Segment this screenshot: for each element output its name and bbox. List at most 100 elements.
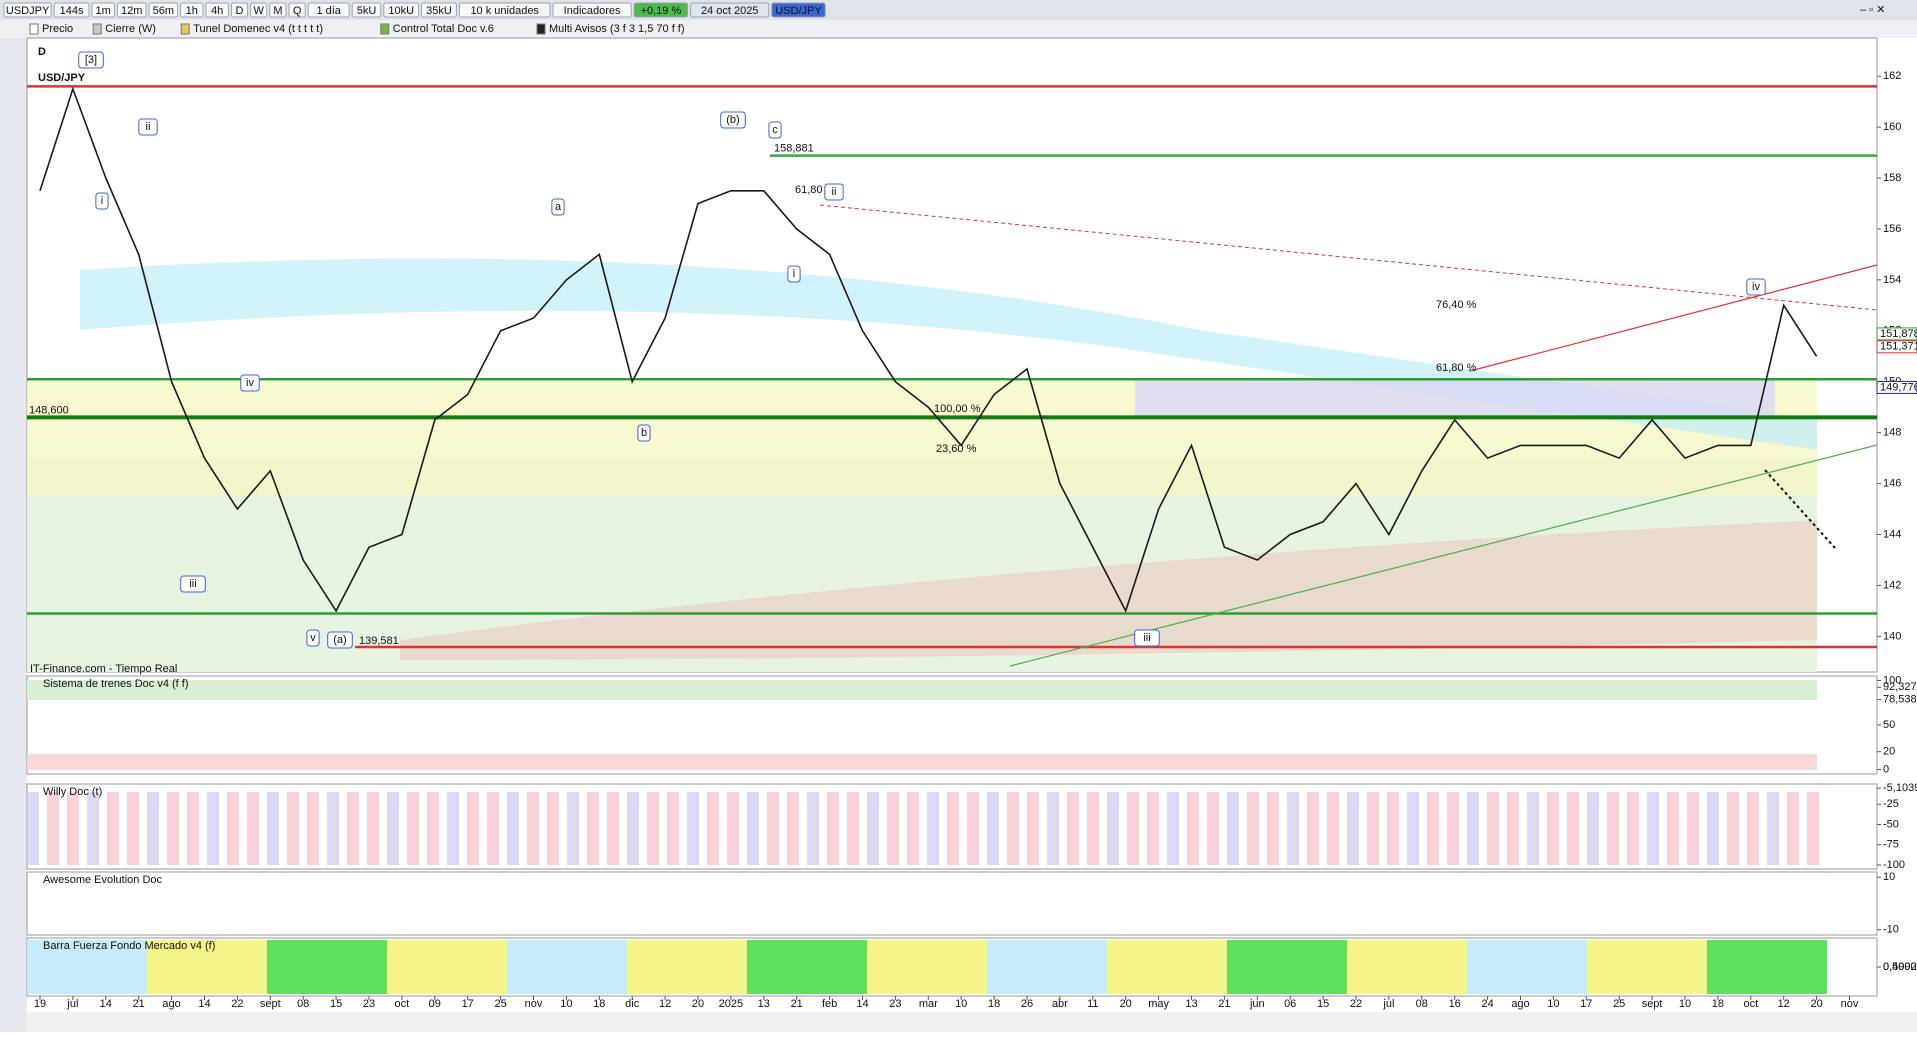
panel-stripe (47, 940, 57, 994)
panel-stripe (1527, 792, 1539, 865)
panel-stripe (997, 940, 1007, 994)
panel-stripe (127, 792, 139, 865)
x-tick-label: 24 (1481, 998, 1493, 1010)
indicator-name[interactable]: Control Total Doc v.6 (393, 23, 494, 35)
unit-button[interactable]: 5kU (357, 5, 377, 17)
panel-stripe (1707, 792, 1719, 865)
indicator-name[interactable]: Multi Avisos (3 f 3 1,5 70 f f) (549, 23, 685, 35)
panel-stripe (1727, 792, 1739, 865)
unit-button[interactable]: 10kU (388, 5, 414, 17)
x-tick-label: jun (1249, 998, 1265, 1010)
x-tick-label: feb (822, 998, 837, 1010)
panel-stripe (1067, 792, 1079, 865)
unit-select[interactable]: 10 k unidades (470, 5, 539, 17)
panel-stripe (327, 940, 337, 994)
interval-button[interactable]: 56m (153, 5, 174, 17)
symbol-select-bg[interactable] (3, 2, 52, 18)
unit-button-bg[interactable] (421, 2, 457, 18)
interval-button[interactable]: M (273, 5, 282, 17)
panel-stripe (1657, 940, 1667, 994)
unit-button-bg[interactable] (383, 2, 420, 18)
indicators-button-bg[interactable] (552, 2, 632, 18)
y-tick-label: 140 (1883, 630, 1901, 642)
panel-stripe (177, 940, 187, 994)
panel-stripe (1787, 940, 1797, 994)
unit-select-bg[interactable] (458, 2, 551, 18)
panel-tick-label: -5,1039 (1883, 782, 1917, 794)
interval-button-bg[interactable] (116, 2, 147, 18)
unit-button-bg[interactable] (351, 2, 382, 18)
panel-stripe (157, 940, 167, 994)
interval-button-bg[interactable] (230, 2, 249, 18)
pair-badge[interactable]: USD/JPY (775, 5, 822, 17)
interval-select[interactable]: 1 día (316, 5, 341, 17)
interval-button-bg[interactable] (205, 2, 229, 18)
unit-button[interactable]: 35kU (426, 5, 452, 17)
x-tick-label: 18 (988, 998, 1000, 1010)
interval-button-bg[interactable] (53, 2, 90, 18)
interval-button[interactable]: 1m (96, 5, 111, 17)
interval-button[interactable]: D (236, 5, 244, 17)
date-label[interactable]: 24 oct 2025 (701, 5, 759, 17)
x-tick-label: 20 (1810, 998, 1822, 1010)
panel-stripe (717, 940, 727, 994)
panel-stripe (1507, 940, 1517, 994)
indicator-name[interactable]: Cierre (W) (105, 23, 156, 35)
panel-stripe (1687, 940, 1697, 994)
wave-label: iv (246, 377, 254, 389)
level-label: 158,881 (774, 143, 814, 155)
x-tick-label: 23 (889, 998, 901, 1010)
pair-badge-bg[interactable] (771, 2, 826, 18)
panel-stripe (1807, 792, 1819, 865)
interval-button-bg[interactable] (269, 2, 287, 18)
x-tick-label: 10 (560, 998, 572, 1010)
panel-stripe (1087, 792, 1099, 865)
interval-button[interactable]: Q (293, 5, 302, 17)
panel-stripe (447, 940, 457, 994)
interval-button-bg[interactable] (91, 2, 115, 18)
panel-stripe (477, 940, 487, 994)
panel-stripe (317, 940, 327, 994)
panel-stripe (1347, 940, 1357, 994)
panel-stripe (1177, 940, 1187, 994)
x-tick-label: sept (260, 998, 281, 1010)
interval-button-bg[interactable] (288, 2, 306, 18)
change-badge[interactable]: +0,19 % (641, 5, 682, 17)
date-label-bg[interactable] (690, 2, 770, 18)
interval-button-bg[interactable] (180, 2, 204, 18)
interval-select-bg[interactable] (307, 2, 350, 18)
x-tick-label: 14 (100, 998, 112, 1010)
zone-lilac (1135, 379, 1775, 418)
indicator-swatch (92, 23, 102, 35)
symbol-select[interactable]: USDJPY (6, 5, 50, 17)
panel-stripe (327, 792, 339, 865)
interval-button[interactable]: 144s (60, 5, 84, 17)
panel-stripe (1587, 792, 1599, 865)
interval-button[interactable]: 4h (211, 5, 223, 17)
window-controls[interactable]: – ▫ ✕ (1860, 4, 1885, 16)
interval-button-bg[interactable] (250, 2, 268, 18)
panel-stripe (217, 940, 227, 994)
y-tick-label: 156 (1883, 223, 1901, 235)
interval-button-bg[interactable] (148, 2, 179, 18)
panel-stripe (847, 792, 859, 865)
interval-button[interactable]: 12m (121, 5, 142, 17)
change-badge-bg[interactable] (633, 2, 689, 18)
x-tick-label: 21 (1218, 998, 1230, 1010)
indicator-name[interactable]: Tunel Domenec v4 (t t t t t) (193, 23, 323, 35)
wave-label: v (310, 632, 316, 644)
indicator-name[interactable]: Precio (42, 23, 73, 35)
x-tick-label: 08 (297, 998, 309, 1010)
panel-stripe (697, 940, 707, 994)
x-tick-label: 17 (1580, 998, 1592, 1010)
panel-stripe (517, 940, 527, 994)
panel-stripe (1287, 792, 1299, 865)
panel-stripe (147, 792, 159, 865)
interval-button[interactable]: 1h (186, 5, 198, 17)
panel-stripe (167, 940, 177, 994)
indicators-button[interactable]: Indicadores (564, 5, 621, 17)
x-tick-label: ago (162, 998, 180, 1010)
interval-button[interactable]: W (254, 5, 265, 17)
x-tick-label: 14 (198, 998, 210, 1010)
